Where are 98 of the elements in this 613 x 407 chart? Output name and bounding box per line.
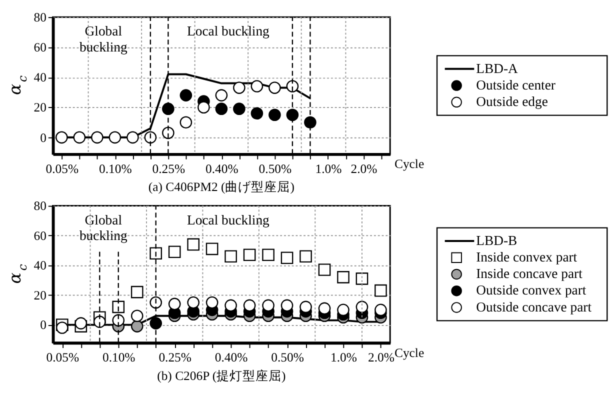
point — [91, 131, 104, 144]
point — [262, 299, 274, 312]
x-tick-label: 0.05% — [46, 162, 79, 176]
legend-label: Inside convex part — [476, 250, 578, 265]
x-tick-label: 0.10% — [99, 162, 132, 176]
point — [304, 116, 316, 129]
point — [300, 300, 312, 314]
point — [74, 317, 88, 330]
x-tick-label: 0.40% — [214, 350, 248, 365]
point — [56, 322, 68, 334]
y-tick-label: 20 — [34, 288, 46, 302]
point — [243, 248, 256, 262]
point — [130, 310, 144, 322]
point — [56, 131, 68, 144]
point — [262, 248, 274, 262]
x-tick-label: 1.0% — [330, 350, 358, 365]
point — [144, 131, 157, 144]
point — [198, 101, 210, 114]
y-tick-label: 0 — [40, 130, 46, 145]
legend-label: LBD-B — [476, 232, 518, 248]
y-tick-label: 20 — [34, 100, 46, 115]
point — [224, 299, 237, 312]
point — [180, 116, 192, 129]
point — [206, 296, 218, 309]
point — [300, 250, 312, 263]
point — [233, 102, 246, 115]
point — [286, 108, 299, 122]
point — [168, 298, 181, 310]
x-tick-label: 0.25% — [158, 350, 192, 365]
point — [150, 296, 162, 309]
point — [337, 271, 350, 284]
x-axis-title: Cycle — [394, 346, 424, 360]
x-tick-label: 0.50% — [258, 162, 292, 176]
y-tick-label: 80 — [34, 199, 46, 214]
point — [215, 102, 228, 115]
point — [112, 314, 125, 326]
point — [356, 300, 368, 314]
point — [318, 264, 331, 276]
point — [187, 296, 200, 309]
x-axis-title: Cycle — [394, 157, 424, 172]
y-axis-title: αc — [6, 264, 30, 284]
point — [150, 247, 162, 260]
point — [224, 250, 237, 263]
x-tick-label: 2.0% — [368, 350, 395, 365]
legend-label: LBD-A — [476, 60, 518, 76]
x-tick-label: 0.40% — [206, 162, 239, 176]
point — [243, 299, 256, 312]
annotation: Local buckling — [186, 212, 270, 228]
y-tick-label: 0 — [40, 318, 46, 332]
y-axis-title: αc — [6, 74, 30, 96]
point — [318, 302, 331, 315]
legend-label: Outside concave part — [476, 299, 592, 314]
annotation: Local buckling — [186, 24, 270, 39]
point — [286, 80, 299, 92]
point — [187, 238, 200, 251]
point — [180, 89, 192, 102]
point — [130, 320, 144, 332]
text: (a) C406PM2 (曲げ型座屈) — [148, 179, 294, 194]
point — [93, 316, 106, 328]
point — [130, 286, 144, 298]
x-tick-label: 2.0% — [350, 162, 378, 176]
point — [280, 299, 294, 312]
y-tick-label: 40 — [34, 70, 46, 85]
point — [268, 82, 281, 94]
point — [112, 300, 125, 314]
legend-label: Outside edge — [476, 94, 548, 110]
y-tick-label: 80 — [34, 10, 46, 24]
point — [73, 131, 86, 144]
y-tick-label: 40 — [34, 258, 46, 273]
x-tick-label: 1.0% — [315, 162, 342, 176]
point — [150, 317, 162, 330]
annotation: Global buckling — [79, 24, 128, 54]
point — [374, 304, 387, 316]
text: (b) C206P (提灯型座屈) — [157, 368, 286, 383]
point — [250, 107, 264, 120]
point — [162, 102, 174, 115]
point — [268, 108, 281, 122]
point — [374, 284, 387, 297]
point — [280, 252, 294, 264]
point — [356, 272, 368, 285]
point — [168, 246, 181, 258]
x-tick-label: 0.50% — [271, 350, 304, 365]
legend-label: Outside center — [476, 77, 556, 92]
point — [233, 82, 246, 94]
point — [337, 304, 350, 316]
y-tick-label: 60 — [34, 40, 46, 55]
point — [250, 80, 264, 92]
legend-label: Inside concave part — [476, 266, 583, 282]
x-tick-label: 0.25% — [152, 162, 186, 176]
point — [108, 131, 122, 144]
point — [215, 89, 228, 102]
x-tick-label: 0.05% — [46, 350, 80, 365]
legend-label: Outside convex part — [476, 282, 586, 298]
y-tick-label: 60 — [34, 228, 46, 243]
point — [126, 131, 139, 144]
annotation: Global buckling — [79, 212, 128, 243]
point — [206, 242, 218, 256]
x-tick-label: 0.10% — [102, 350, 136, 365]
